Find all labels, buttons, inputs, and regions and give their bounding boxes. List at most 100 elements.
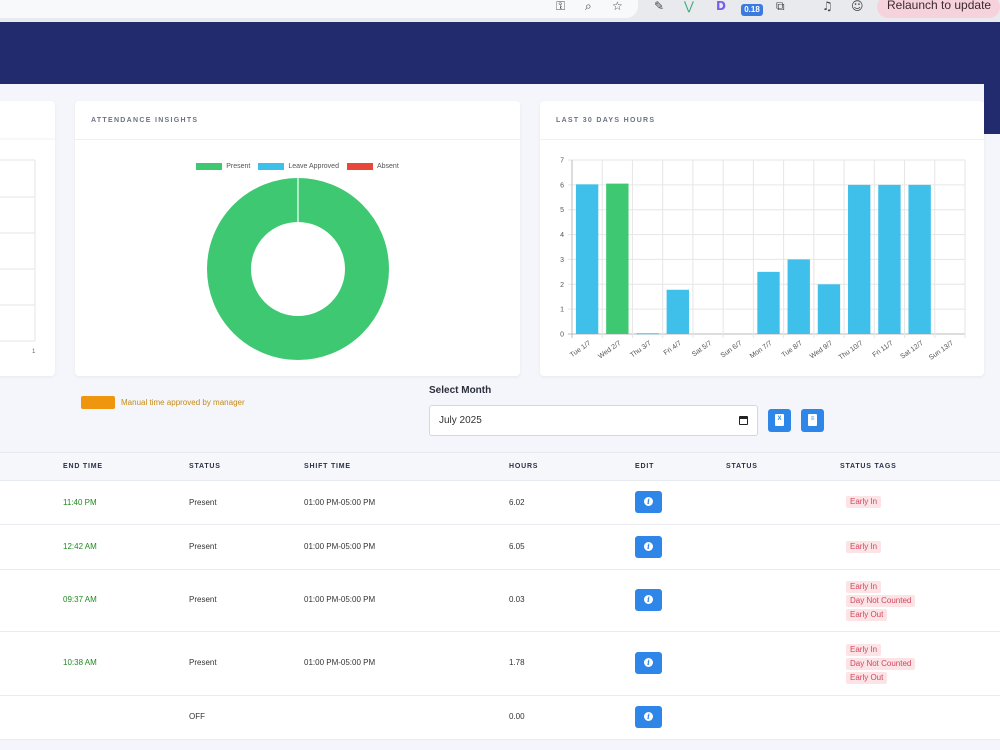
x-tick-label: Tue 8/7 [781, 340, 804, 359]
legend-swatch [346, 163, 373, 170]
cell-shift-time: 01:00 PM-05:00 PM [304, 658, 376, 667]
th-status[interactable]: STATUS [189, 463, 221, 470]
bar-fri-4-7[interactable] [666, 289, 689, 334]
legend-label: Leave Approved [288, 163, 339, 170]
cell-status: Present [189, 498, 217, 507]
th-shift-time[interactable]: SHIFT TIME [304, 463, 351, 470]
left-chart-card: 1 [0, 101, 55, 376]
status-tags: Early In Day Not Counted Early Out [846, 581, 916, 621]
bar-tue-1-7[interactable] [575, 184, 599, 334]
hours-bar-chart: 0 1 2 3 4 5 6 7 Tue 1/7 Wed 2/7 Thu 3/7 Fri 4/7 Sat … [560, 158, 966, 362]
cell-hours: 1.78 [509, 658, 525, 667]
cell-end-time: 10:38 AM [63, 658, 97, 667]
edit-button[interactable]: i [635, 536, 662, 558]
bar-tue-8-7[interactable] [787, 259, 810, 334]
info-icon: i [644, 658, 653, 667]
cell-shift-time: 01:00 PM-05:00 PM [304, 498, 376, 507]
th-hours[interactable]: HOURS [509, 463, 539, 470]
y-tick-label: 5 [560, 207, 564, 214]
eyedropper-icon[interactable]: ✎ [654, 0, 665, 13]
cell-hours: 6.05 [509, 542, 525, 551]
card-divider [540, 139, 984, 140]
address-bar[interactable] [0, 0, 638, 18]
bar-thu-3-7[interactable] [636, 333, 659, 335]
profile-avatar-icon[interactable]: ☺ [851, 0, 864, 13]
cell-end-time: 12:42 AM [63, 542, 97, 551]
x-tick-label: Sun 13/7 [928, 340, 955, 362]
bar-thu-10-7[interactable] [848, 184, 871, 334]
export-excel-button[interactable]: X [768, 409, 791, 432]
tag-early-in: Early In [846, 541, 882, 553]
info-icon: i [644, 542, 653, 551]
x-tick-label: Tue 1/7 [569, 340, 592, 359]
month-input[interactable]: July 2025 [429, 405, 758, 436]
calendar-icon[interactable] [739, 416, 748, 425]
y-tick-label: 2 [560, 282, 564, 289]
bar-mon-7-7[interactable] [757, 271, 780, 334]
donut-legend: Present Leave Approved Absent [75, 163, 520, 170]
th-end-time[interactable]: END TIME [63, 463, 103, 470]
bar-fri-11-7[interactable] [878, 184, 901, 334]
legend-swatch [258, 163, 285, 170]
zoom-icon[interactable]: ⌕ [585, 0, 592, 13]
x-tick-label: Fri 4/7 [663, 340, 683, 357]
y-tick-label: 7 [560, 158, 564, 165]
select-month-label: Select Month [429, 385, 492, 396]
cell-end-time: 09:37 AM [63, 595, 97, 604]
cell-status: Present [189, 595, 217, 604]
bar-wed-2-7[interactable] [606, 183, 629, 334]
document-file-icon: ≡ [808, 414, 817, 426]
table-header: END TIME STATUS SHIFT TIME HOURS EDIT ST… [0, 452, 1000, 481]
bookmark-star-icon[interactable]: ☆ [612, 0, 623, 13]
legend-item-absent[interactable]: Absent [346, 163, 399, 170]
table-row: 10:38 AM Present 01:00 PM-05:00 PM 1.78 … [0, 632, 1000, 696]
cell-status: Present [189, 658, 217, 667]
edit-button[interactable]: i [635, 706, 662, 728]
y-tick-label: 0 [560, 332, 564, 339]
cell-status: OFF [189, 712, 205, 721]
export-document-button[interactable]: ≡ [801, 409, 824, 432]
manual-time-legend: Manual time approved by manager [81, 396, 245, 409]
bar-sat-12-7[interactable] [908, 184, 931, 334]
attendance-insights-card: ATTENDANCE INSIGHTS Present Leave Approv… [75, 101, 520, 376]
edit-button[interactable]: i [635, 491, 662, 513]
legend-label: Absent [376, 163, 399, 170]
x-tick-label: Wed 2/7 [597, 340, 622, 361]
attendance-donut-chart [207, 178, 389, 360]
attendance-card-title: ATTENDANCE INSIGHTS [91, 117, 199, 124]
th-status-2[interactable]: STATUS [726, 463, 758, 470]
status-tags: Early In [846, 496, 882, 508]
tag-early-in: Early In [846, 496, 882, 508]
media-icon[interactable]: ♫ [822, 0, 833, 13]
header-edge [984, 84, 1000, 134]
cell-shift-time: 01:00 PM-05:00 PM [304, 595, 376, 604]
extension-badge[interactable]: 0.18 [741, 4, 763, 16]
th-edit[interactable]: EDIT [635, 463, 655, 470]
cell-end-time: 11:40 PM [63, 498, 97, 507]
hours-card-title: LAST 30 DAYS HOURS [556, 117, 656, 124]
cell-hours: 0.00 [509, 712, 525, 721]
vue-extension-icon[interactable]: ⋁ [684, 0, 694, 13]
edit-button[interactable]: i [635, 589, 662, 611]
th-status-tags[interactable]: STATUS TAGS [840, 463, 897, 470]
tag-day-not-counted: Day Not Counted [846, 595, 916, 607]
y-tick-label: 6 [560, 182, 564, 189]
cell-hours: 0.03 [509, 595, 525, 604]
extension-d-icon[interactable]: D [716, 0, 726, 13]
legend-item-present[interactable]: Present [196, 163, 250, 170]
cell-hours: 6.02 [509, 498, 525, 507]
relaunch-button[interactable]: Relaunch to update [877, 0, 1000, 18]
bar-wed-9-7[interactable] [817, 284, 841, 334]
x-tick-label: Sun 6/7 [720, 340, 744, 360]
x-tick-label: Thu 10/7 [838, 340, 865, 362]
puzzle-icon[interactable]: ⧉ [776, 0, 785, 13]
table-row: OFF 0.00 i [0, 696, 1000, 740]
key-icon[interactable]: ⚿ [556, 0, 566, 13]
legend-item-leave-approved[interactable]: Leave Approved [258, 163, 339, 170]
status-tags: Early In Day Not Counted Early Out [846, 644, 916, 684]
tag-day-not-counted: Day Not Counted [846, 658, 916, 670]
app-header [0, 22, 1000, 84]
cell-shift-time: 01:00 PM-05:00 PM [304, 542, 376, 551]
edit-button[interactable]: i [635, 652, 662, 674]
hours-chart-card: LAST 30 DAYS HOURS 0 1 2 3 4 5 6 7 Tue 1/7 Wed 2/… [540, 101, 984, 376]
